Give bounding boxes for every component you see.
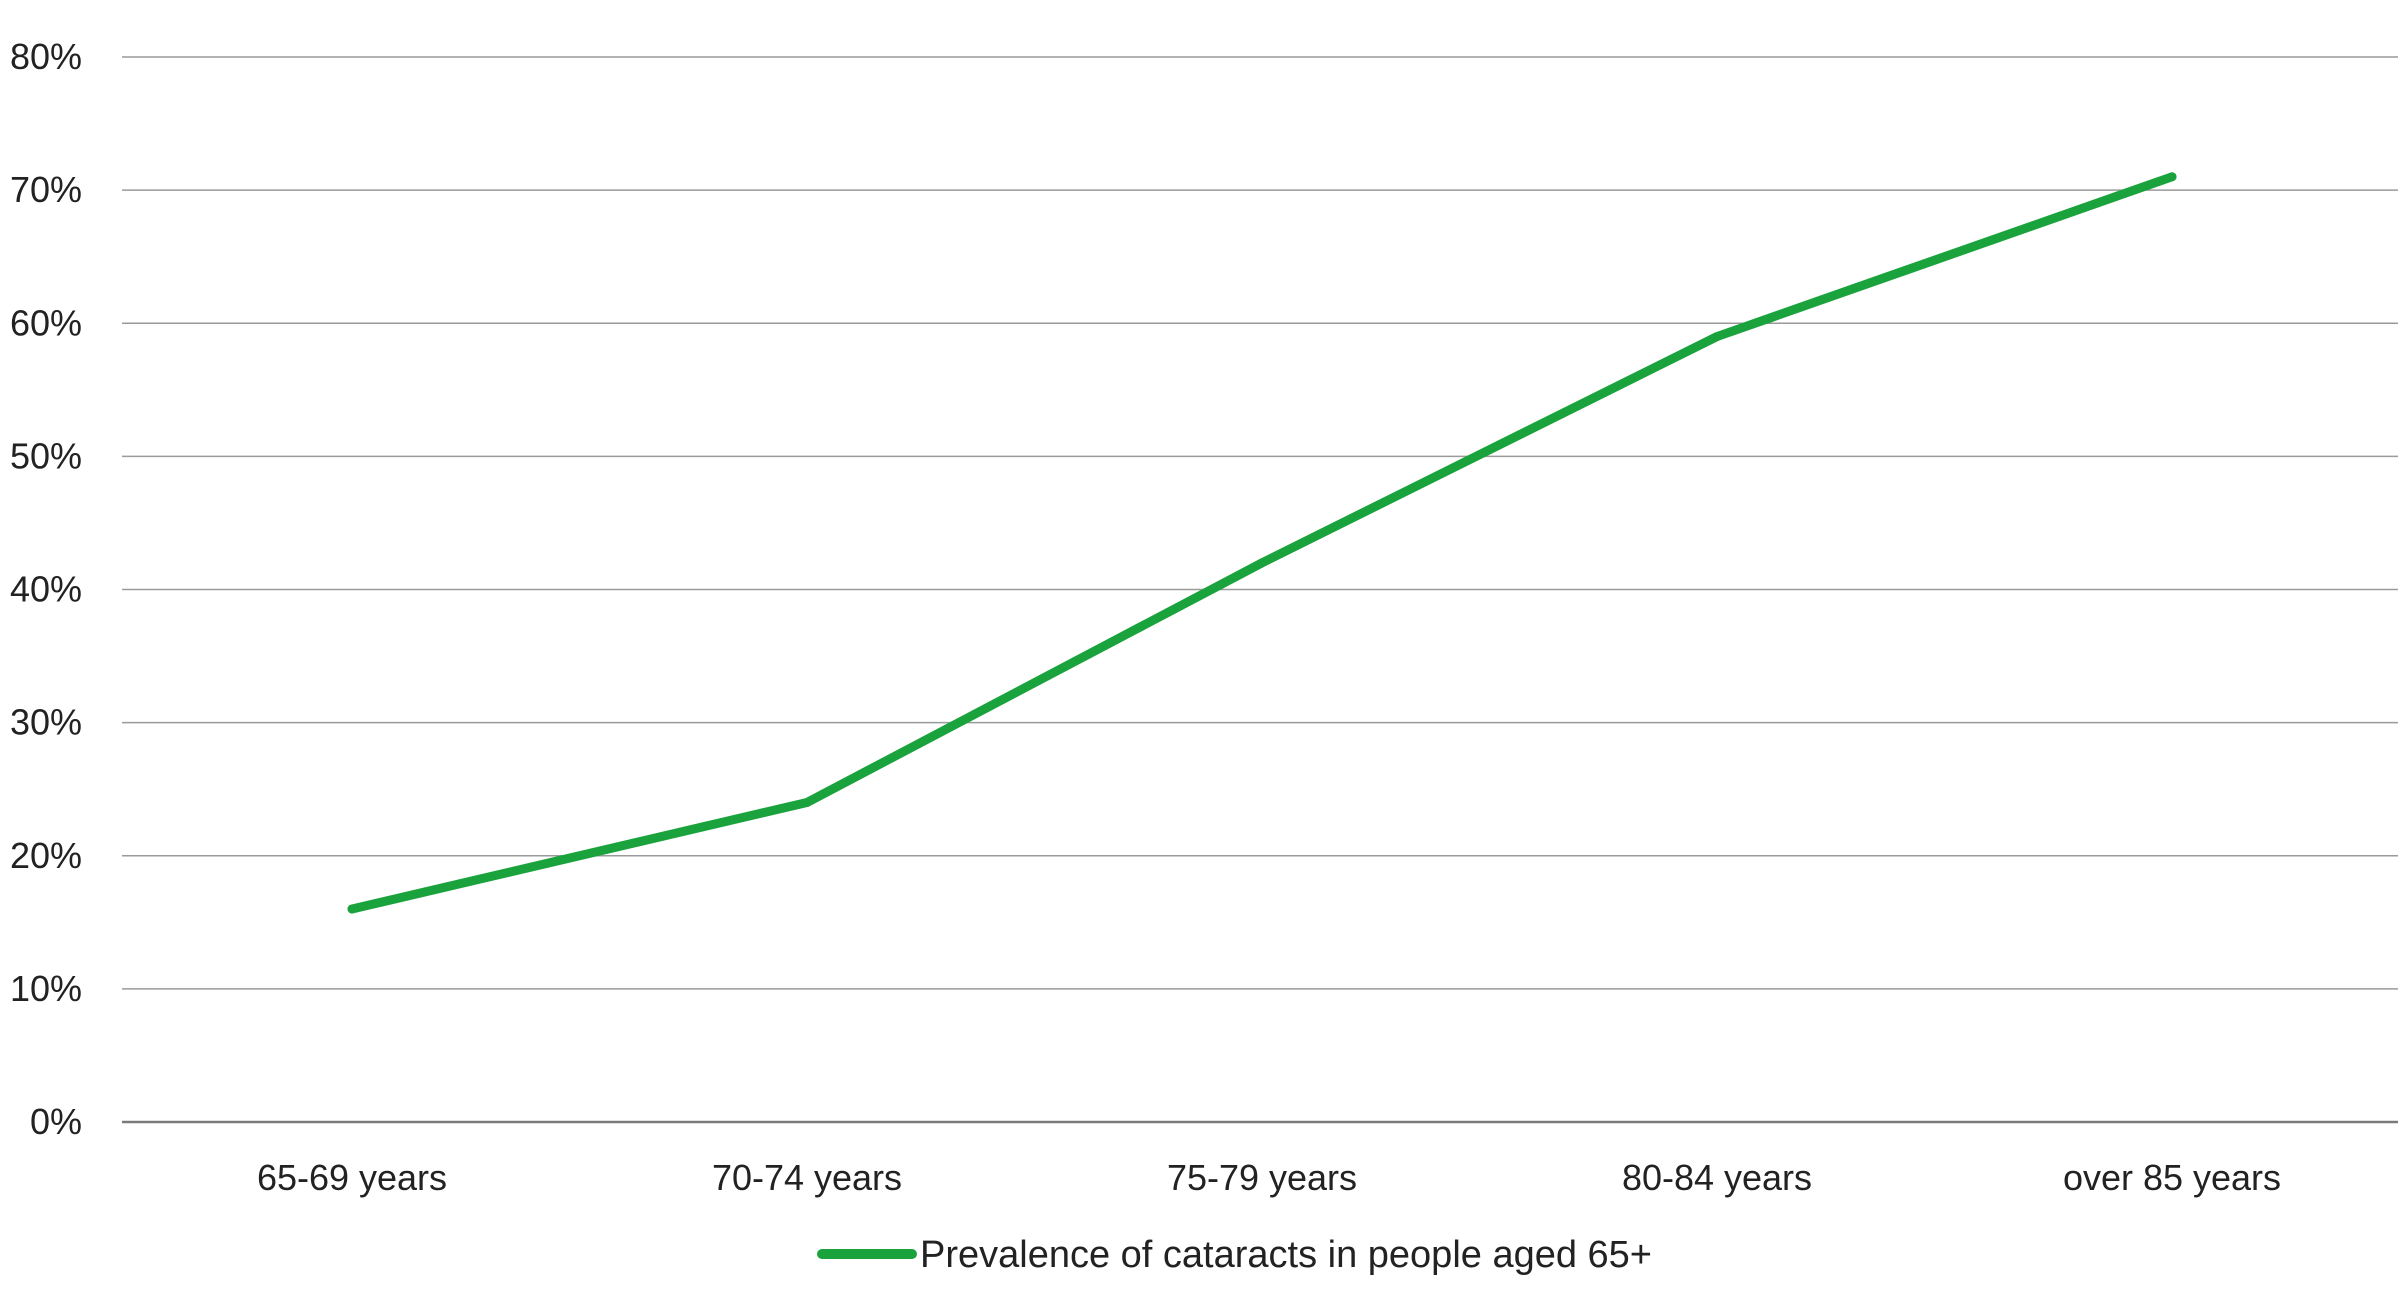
x-tick-label: 65-69 years (257, 1157, 447, 1198)
data-point (347, 904, 357, 914)
y-tick-label: 50% (10, 435, 82, 476)
y-axis-tick-labels: 0% 10% 20% 30% 40% 50% 60% 70% 80% (10, 36, 82, 1142)
data-point (802, 798, 812, 807)
data-point (1257, 558, 1267, 568)
y-tick-label: 40% (10, 569, 82, 610)
series-layer (347, 172, 2177, 914)
gridlines (122, 56, 2398, 1124)
y-tick-label: 10% (10, 968, 82, 1009)
x-axis-tick-labels: 65-69 years 70-74 years 75-79 years 80-84 y… (257, 1157, 2281, 1198)
y-tick-label: 70% (10, 169, 82, 210)
legend: Prevalence of cataracts in people aged 6… (817, 1234, 1652, 1276)
x-tick-label: 75-79 years (1167, 1157, 1357, 1198)
series-line (347, 172, 2177, 914)
legend-label: Prevalence of cataracts in people aged 6… (920, 1234, 1652, 1276)
y-tick-label: 60% (10, 302, 82, 343)
x-tick-label: over 85 years (2063, 1157, 2281, 1198)
data-point (2167, 172, 2177, 182)
y-tick-label: 0% (30, 1101, 82, 1142)
y-tick-label: 80% (10, 36, 82, 77)
x-tick-label: 70-74 years (712, 1157, 902, 1198)
y-tick-label: 20% (10, 835, 82, 876)
y-tick-label: 30% (10, 702, 82, 743)
x-tick-label: 80-84 years (1622, 1157, 1812, 1198)
data-point (1712, 332, 1722, 342)
